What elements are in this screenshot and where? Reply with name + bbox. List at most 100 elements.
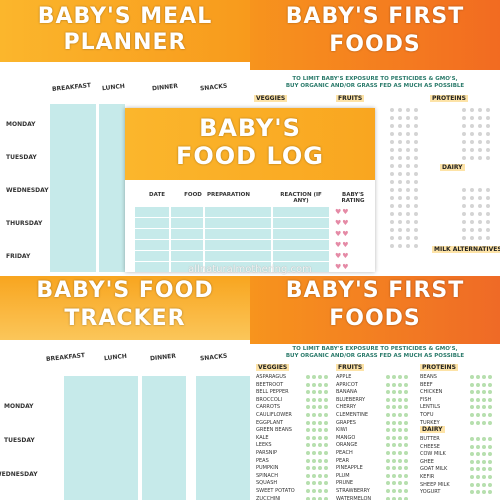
check-dot — [398, 428, 402, 433]
check-dot — [306, 405, 310, 410]
check-dot — [488, 397, 492, 402]
check-dot — [390, 220, 394, 224]
check-dot — [306, 413, 310, 417]
check-dot — [312, 466, 316, 471]
section-label: FRUITS — [336, 95, 365, 102]
check-dot — [476, 382, 480, 387]
check-dot — [306, 481, 310, 486]
check-dot — [398, 212, 402, 216]
check-dot — [318, 489, 322, 493]
check-dot — [486, 148, 490, 152]
check-dot — [306, 382, 310, 387]
check-dot — [312, 420, 316, 425]
grid-cell — [273, 207, 329, 217]
grid-cell — [205, 262, 271, 272]
check-dot — [414, 212, 418, 216]
grid-cell — [171, 251, 203, 261]
check-dot — [324, 496, 328, 500]
check-dot — [462, 228, 466, 232]
check-dot — [482, 397, 486, 402]
check-dot — [386, 473, 390, 478]
check-dot — [398, 489, 402, 493]
check-dot — [476, 413, 480, 417]
check-dot — [324, 390, 328, 395]
check-dot — [324, 382, 328, 387]
check-dot — [482, 382, 486, 387]
check-dot — [398, 124, 402, 128]
first-foods-sheet: BABY'S FIRST FOODS TO LIMIT BABY'S EXPOS… — [250, 276, 500, 500]
title-line: FOODS — [329, 32, 421, 57]
title-line: FOODS — [329, 306, 421, 331]
check-dot — [386, 443, 390, 448]
check-dot — [470, 452, 474, 457]
banner — [0, 276, 250, 340]
grid-cell — [135, 218, 169, 228]
check-dot — [318, 473, 322, 478]
title-line: BABY'S FIRST — [285, 278, 465, 303]
check-dot — [390, 204, 394, 208]
grid-cell — [135, 207, 169, 217]
check-dot — [462, 108, 466, 112]
food-item: PEAR — [336, 457, 350, 464]
check-dot — [404, 413, 408, 417]
check-dot — [312, 390, 316, 395]
food-item: WATERMELON — [336, 495, 372, 500]
check-dot — [324, 413, 328, 417]
check-dot — [324, 405, 328, 410]
check-dot — [324, 466, 328, 471]
note: TO LIMIT BABY'S EXPOSURE TO PESTICIDES &… — [292, 346, 458, 352]
check-dot — [470, 459, 474, 464]
check-dot — [404, 451, 408, 455]
check-dot — [478, 188, 482, 192]
check-dot — [488, 475, 492, 479]
check-dot — [306, 375, 310, 379]
check-dot — [398, 220, 402, 224]
check-dot — [476, 482, 480, 487]
check-dot — [392, 375, 396, 379]
check-dot — [470, 196, 474, 200]
check-dot — [476, 444, 480, 449]
food-item: MANGO — [336, 434, 356, 441]
check-dot — [406, 156, 410, 160]
check-dot — [392, 428, 396, 433]
check-dot — [470, 413, 474, 417]
check-dot — [478, 220, 482, 224]
column-label: LUNCH — [103, 352, 128, 363]
rating-hearts: ♥♥ — [335, 230, 350, 238]
check-dot — [398, 466, 402, 471]
check-dot — [306, 473, 310, 478]
check-dot — [390, 212, 394, 216]
check-dot — [392, 420, 396, 425]
column-label: PREPARATION — [207, 192, 250, 198]
check-dot — [312, 451, 316, 455]
food-item: GREEN BEANS — [256, 427, 292, 434]
check-dot — [482, 490, 486, 495]
check-dot — [478, 204, 482, 208]
check-dot — [404, 397, 408, 402]
check-dot — [404, 435, 408, 440]
check-dot — [470, 390, 474, 395]
check-dot — [392, 496, 396, 500]
food-item: CHICKEN — [420, 389, 443, 396]
food-item: BEEF — [420, 381, 433, 388]
check-dot — [386, 489, 390, 493]
check-dot — [386, 413, 390, 417]
check-dot — [312, 375, 316, 379]
check-dot — [390, 236, 394, 240]
check-dot — [398, 435, 402, 440]
check-dot — [470, 148, 474, 152]
check-dot — [398, 473, 402, 478]
check-dot — [478, 124, 482, 128]
check-dot — [398, 180, 402, 184]
check-dot — [488, 413, 492, 417]
check-dot — [488, 482, 492, 487]
food-item: BROCCOLI — [256, 396, 283, 403]
banner — [125, 108, 375, 180]
check-dot — [470, 420, 474, 425]
check-dot — [486, 188, 490, 192]
check-dot — [470, 116, 474, 120]
check-dot — [386, 375, 390, 379]
check-dot — [462, 132, 466, 136]
check-dot — [386, 405, 390, 410]
check-dot — [470, 156, 474, 160]
